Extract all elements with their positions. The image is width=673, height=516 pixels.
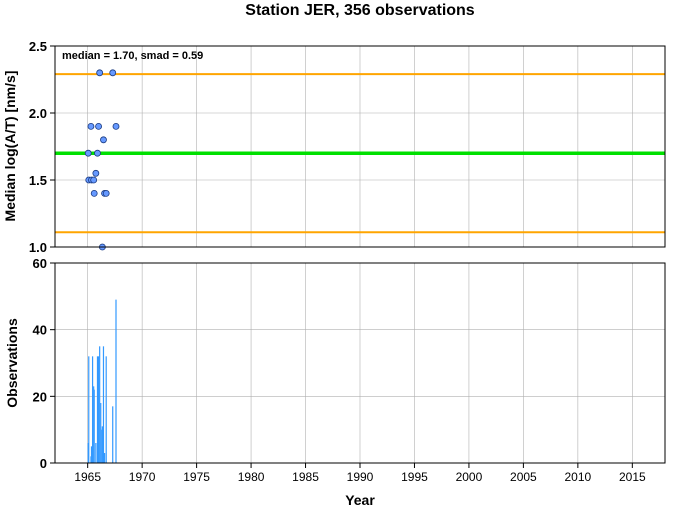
y-tick-label: 1.5 [29,173,47,188]
x-tick-label: 1970 [129,470,156,484]
data-point [109,69,117,77]
bottom-panel: 0 20 40 60 1965 1970 1975 1980 1985 1990 1995 2000… [4,256,666,508]
x-axis-label: Year [345,492,375,508]
x-tick-label: 2005 [510,470,537,484]
bottom-y-ticks: 0 20 40 60 [33,256,55,471]
y-tick-label: 60 [33,256,47,271]
data-point [112,123,120,130]
chart-title: Station JER, 356 observations [245,2,475,19]
data-point [94,149,101,157]
data-point [87,123,95,130]
y-tick-label: 40 [33,323,47,338]
x-tick-label: 2010 [565,470,592,484]
data-point [95,123,102,130]
y-tick-label: 20 [33,389,47,404]
x-tick-label: 1990 [347,470,374,484]
data-point [90,176,98,184]
top-points [84,69,120,251]
data-point [100,136,107,144]
x-tick-label: 2000 [456,470,483,484]
top-annotation: median = 1.70, smad = 0.59 [62,50,203,62]
y-tick-label: 1.0 [29,240,47,255]
top-reference-lines [55,73,665,234]
data-point [102,189,110,197]
x-tick-label: 1980 [238,470,265,484]
y-tick-label: 2.0 [29,106,47,121]
top-plot-frame [54,45,666,248]
bottom-bars [87,299,117,463]
top-y-axis-label: Median log(A/T) [nm/s] [2,71,18,222]
data-point [96,69,104,77]
y-tick-label: 2.5 [29,39,47,54]
x-tick-label: 1975 [183,470,210,484]
x-tick-label: 2015 [619,470,646,484]
bottom-y-axis-label: Observations [4,318,20,408]
data-point [92,169,100,177]
x-tick-label: 1965 [74,470,101,484]
data-point [84,149,92,157]
x-tick-label: 1985 [292,470,319,484]
y-tick-label: 0 [40,456,47,471]
data-point [90,189,98,197]
top-y-ticks: 1.0 1.5 2.0 2.5 [29,39,55,255]
x-tick-label: 1995 [401,470,428,484]
top-panel: 1.01.52.02.5 median = 1.70, smad = 0.59 … [2,39,666,255]
bottom-x-ticks: 1965 1970 1975 1980 1985 1990 1995 2000 2005 2010… [74,463,646,484]
